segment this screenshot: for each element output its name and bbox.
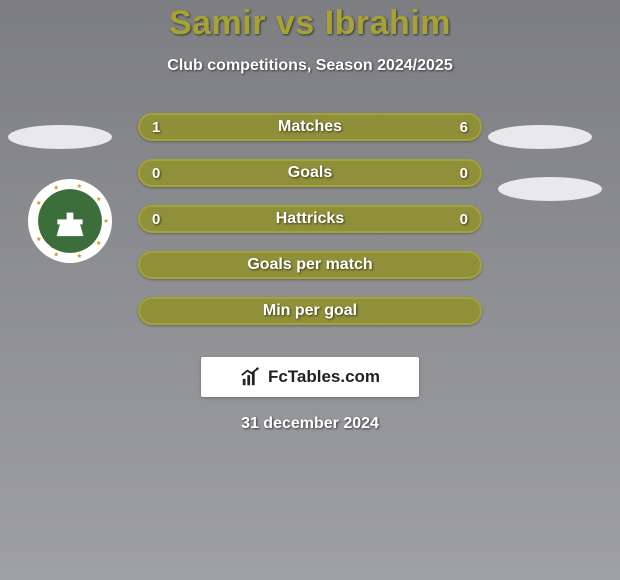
decorative-oval-right xyxy=(488,125,592,149)
comparison-stage: AL ITTIHAD Matches16Goals00Hattricks00Go… xyxy=(0,113,620,353)
bar-value-left: 0 xyxy=(140,161,172,185)
bar-label: Goals xyxy=(140,161,480,185)
svg-text:AL ITTIHAD: AL ITTIHAD xyxy=(51,243,88,250)
date-text: 31 december 2024 xyxy=(0,415,620,433)
player-right-name: Ibrahim xyxy=(325,4,451,42)
bar-label: Matches xyxy=(140,115,480,139)
club-badge: AL ITTIHAD xyxy=(28,179,112,263)
stat-bar-hattricks: Hattricks0 0 xyxy=(138,205,482,233)
player-left-name: Samir xyxy=(169,4,266,42)
club-badge-icon: AL ITTIHAD xyxy=(28,179,112,263)
bar-label: Min per goal xyxy=(140,299,480,323)
chart-icon xyxy=(240,366,262,388)
subtitle: Club competitions, Season 2024/2025 xyxy=(0,57,620,75)
decorative-oval-left xyxy=(8,125,112,149)
stat-bar-min-per-goal: Min per goal xyxy=(138,297,482,325)
stat-bar-goals-per-match: Goals per match xyxy=(138,251,482,279)
bar-value-right: 0 xyxy=(448,207,480,231)
bar-value-left: 1 xyxy=(140,115,172,139)
page-title: Samir vs Ibrahim xyxy=(0,4,620,43)
stat-bar-matches: Matches1 6 xyxy=(138,113,482,141)
bar-label: Goals per match xyxy=(140,253,480,277)
stat-bar-goals: Goals0 0 xyxy=(138,159,482,187)
comparison-bars: Matches16Goals00Hattricks00Goals per mat… xyxy=(138,113,482,343)
bar-value-right: 6 xyxy=(448,115,480,139)
bar-value-right: 0 xyxy=(448,161,480,185)
vs-text: vs xyxy=(276,4,315,42)
bar-label: Hattricks xyxy=(140,207,480,231)
decorative-oval-right-2 xyxy=(498,177,602,201)
footer-brand-text: FcTables.com xyxy=(268,367,380,387)
bar-value-left: 0 xyxy=(140,207,172,231)
footer-brand-badge: FcTables.com xyxy=(201,357,419,397)
